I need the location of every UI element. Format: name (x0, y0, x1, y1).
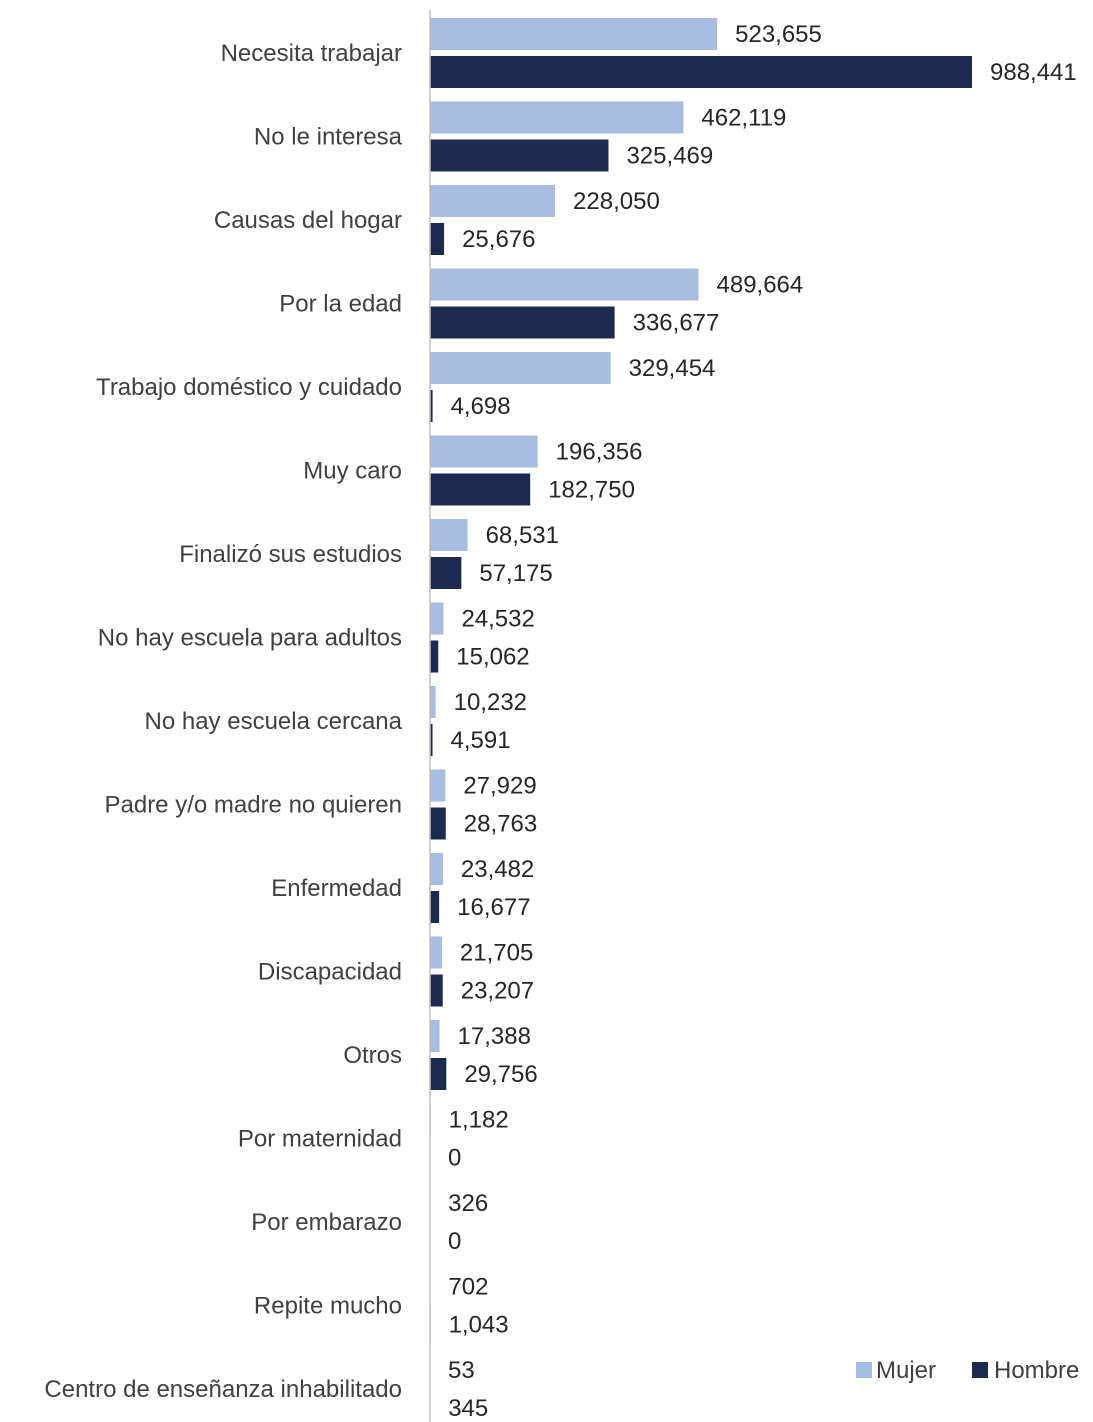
value-label-hombre-enfermedad: 16,677 (457, 894, 530, 921)
value-label-hombre-trabajo-domestico-y-cuidado: 4,698 (451, 393, 511, 420)
value-label-hombre-no-hay-escuela-cercana: 4,591 (451, 727, 511, 754)
bar-hombre-no-hay-escuela-cercana (430, 724, 433, 756)
value-label-mujer-enfermedad: 23,482 (461, 856, 534, 883)
value-label-hombre-por-embarazo: 0 (448, 1228, 461, 1255)
category-label-no-hay-escuela-cercana: No hay escuela cercana (145, 708, 403, 735)
category-label-no-hay-escuela-para-adultos: No hay escuela para adultos (98, 625, 402, 652)
value-label-mujer-por-maternidad: 1,182 (449, 1107, 509, 1134)
bar-mujer-causas-del-hogar (430, 185, 556, 217)
value-labels: 523,655 988,441 462,119 325,469 228,050 25,67… (448, 21, 1077, 1422)
bar-hombre-padre-y-o-madre-no-quieren (430, 807, 446, 840)
bar-hombre-finalizo-sus-estudios (430, 557, 462, 589)
legend: Mujer Hombre (856, 1357, 1079, 1384)
category-label-muy-caro: Muy caro (303, 458, 402, 485)
bar-mujer-necesita-trabajar (430, 18, 718, 50)
bar-hombre-enfermedad (430, 891, 440, 923)
category-label-padre-y-o-madre-no-quieren: Padre y/o madre no quieren (104, 792, 402, 819)
bar-mujer-otros (430, 1020, 440, 1052)
bar-mujer-no-hay-escuela-para-adultos (430, 602, 444, 635)
bar-mujer-muy-caro (430, 435, 538, 468)
category-label-causas-del-hogar: Causas del hogar (214, 207, 402, 234)
category-label-otros: Otros (343, 1042, 402, 1069)
category-label-finalizo-sus-estudios: Finalizó sus estudios (179, 541, 402, 568)
legend-swatch-mujer (856, 1362, 872, 1378)
value-label-hombre-otros: 29,756 (464, 1061, 537, 1088)
value-label-hombre-no-hay-escuela-para-adultos: 15,062 (456, 644, 529, 671)
category-label-necesita-trabajar: Necesita trabajar (221, 40, 402, 67)
bar-mujer-padre-y-o-madre-no-quieren (430, 769, 446, 802)
legend-label-mujer: Mujer (876, 1357, 936, 1384)
value-label-mujer-centro-de-ensenanza-inhabilitado: 53 (448, 1357, 475, 1384)
value-label-mujer-padre-y-o-madre-no-quieren: 27,929 (463, 773, 536, 800)
value-label-mujer-necesita-trabajar: 523,655 (735, 21, 822, 48)
value-label-hombre-por-la-edad: 336,677 (633, 310, 720, 337)
value-label-mujer-trabajo-domestico-y-cuidado: 329,454 (629, 355, 716, 382)
value-label-mujer-muy-caro: 196,356 (556, 439, 643, 466)
category-label-por-la-edad: Por la edad (279, 291, 402, 318)
bar-mujer-enfermedad (430, 853, 443, 885)
bar-mujer-no-hay-escuela-cercana (430, 686, 436, 718)
bar-hombre-trabajo-domestico-y-cuidado (430, 390, 433, 422)
value-label-hombre-centro-de-ensenanza-inhabilitado: 345 (448, 1395, 488, 1422)
value-label-hombre-repite-mucho: 1,043 (449, 1312, 509, 1339)
value-label-hombre-muy-caro: 182,750 (548, 477, 635, 504)
value-label-mujer-causas-del-hogar: 228,050 (573, 188, 660, 215)
category-labels: Necesita trabajar No le interesa Causas de… (44, 40, 402, 1403)
category-label-trabajo-domestico-y-cuidado: Trabajo doméstico y cuidado (96, 374, 402, 401)
bar-mujer-por-la-edad (430, 268, 699, 301)
category-label-discapacidad: Discapacidad (258, 959, 402, 986)
value-label-hombre-discapacidad: 23,207 (461, 978, 534, 1005)
category-label-por-maternidad: Por maternidad (238, 1126, 402, 1153)
value-label-mujer-repite-mucho: 702 (448, 1274, 488, 1301)
category-label-por-embarazo: Por embarazo (251, 1209, 402, 1236)
bar-hombre-discapacidad (430, 974, 443, 1007)
value-label-mujer-otros: 17,388 (458, 1023, 531, 1050)
category-label-centro-de-ensenanza-inhabilitado: Centro de enseñanza inhabilitado (44, 1376, 402, 1403)
value-label-hombre-causas-del-hogar: 25,676 (462, 226, 535, 253)
value-label-mujer-por-la-edad: 489,664 (717, 272, 804, 299)
value-label-hombre-no-le-interesa: 325,469 (626, 143, 713, 170)
bar-mujer-no-le-interesa (430, 101, 684, 134)
value-label-mujer-no-le-interesa: 462,119 (701, 105, 786, 132)
bar-hombre-otros (430, 1058, 447, 1090)
bar-mujer-discapacidad (430, 936, 442, 969)
category-label-repite-mucho: Repite mucho (254, 1293, 402, 1320)
value-label-mujer-finalizo-sus-estudios: 68,531 (486, 522, 559, 549)
category-label-enfermedad: Enfermedad (271, 875, 402, 902)
legend-swatch-hombre (972, 1362, 988, 1378)
legend-label-hombre: Hombre (994, 1357, 1079, 1384)
bars (430, 18, 972, 1422)
value-label-mujer-no-hay-escuela-cercana: 10,232 (454, 689, 527, 716)
bar-hombre-necesita-trabajar (430, 56, 972, 88)
bar-hombre-causas-del-hogar (430, 223, 445, 255)
bar-hombre-no-hay-escuela-para-adultos (430, 640, 439, 673)
value-label-mujer-por-embarazo: 326 (448, 1190, 488, 1217)
bar-hombre-muy-caro (430, 473, 531, 506)
value-label-hombre-padre-y-o-madre-no-quieren: 28,763 (464, 811, 537, 838)
bar-mujer-trabajo-domestico-y-cuidado (430, 352, 611, 384)
bar-hombre-por-la-edad (430, 306, 615, 339)
value-label-hombre-necesita-trabajar: 988,441 (990, 59, 1077, 86)
bar-hombre-no-le-interesa (430, 139, 609, 172)
category-label-no-le-interesa: No le interesa (254, 124, 403, 151)
value-label-hombre-por-maternidad: 0 (448, 1145, 461, 1172)
value-label-mujer-no-hay-escuela-para-adultos: 24,532 (461, 606, 534, 633)
value-label-mujer-discapacidad: 21,705 (460, 940, 533, 967)
bar-mujer-finalizo-sus-estudios (430, 519, 468, 551)
value-label-hombre-finalizo-sus-estudios: 57,175 (479, 560, 552, 587)
